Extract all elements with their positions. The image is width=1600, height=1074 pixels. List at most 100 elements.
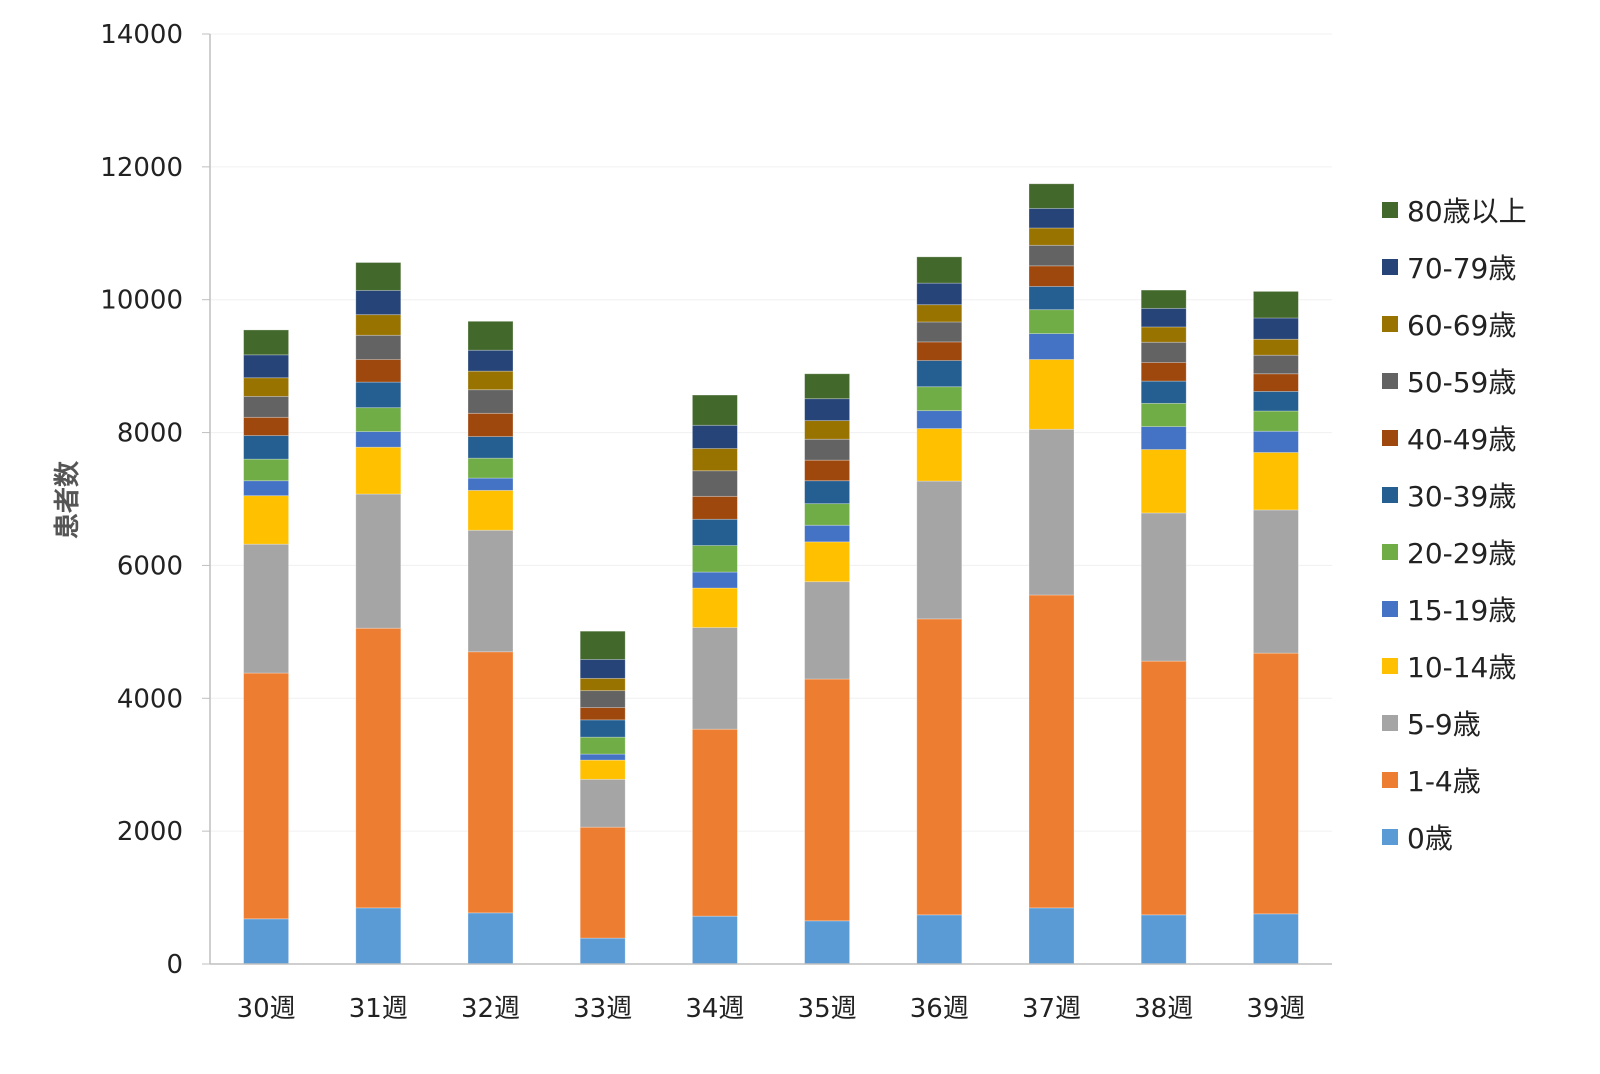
bar-segment-15-19歳 (243, 480, 290, 497)
y-tick-label: 8000 (117, 419, 183, 449)
bar-segment-70-79歳 (467, 349, 514, 372)
bar-segment-50-59歳 (1028, 244, 1075, 267)
bar-segment-80歳以上 (1140, 289, 1187, 309)
bar-segment-20-29歳 (579, 736, 626, 755)
y-tick-label: 10000 (100, 286, 183, 316)
bar-segment-0歳 (243, 918, 290, 965)
bar-segment-60-69歳 (243, 377, 290, 397)
bar-segment-40-49歳 (1253, 373, 1299, 392)
bar-segment-50-59歳 (916, 321, 963, 343)
legend-item: 60-69歳 (1382, 309, 1516, 342)
bar-segment-5-9歳 (1140, 512, 1187, 662)
legend-item: 1-4歳 (1382, 765, 1481, 798)
bar-stack-37週 (1028, 183, 1075, 965)
bar-segment-50-59歳 (243, 395, 290, 418)
bar-segment-15-19歳 (1140, 426, 1187, 450)
bar-segment-20-29歳 (1253, 410, 1299, 432)
bar-segment-60-69歳 (467, 370, 514, 391)
bar-stack-38週 (1140, 289, 1187, 965)
legend-swatch (1382, 259, 1398, 275)
bar-segment-40-49歳 (579, 707, 626, 721)
bar-segment-10-14歳 (579, 759, 626, 780)
bar-segment-10-14歳 (243, 495, 290, 545)
bar-segment-30-39歳 (1028, 286, 1075, 311)
legend-swatch (1382, 772, 1398, 788)
bar-segment-5-9歳 (1253, 509, 1299, 654)
bar-stack-33週 (579, 630, 626, 965)
bar-segment-10-14歳 (1253, 452, 1299, 511)
legend-swatch (1382, 373, 1398, 389)
legend-label: 20-29歳 (1407, 537, 1516, 570)
x-tick-label: 30週 (237, 994, 296, 1024)
bar-segment-1-4歳 (1140, 660, 1187, 916)
bar-segment-80歳以上 (355, 262, 402, 291)
bar-segment-30-39歳 (804, 480, 850, 505)
legend-label: 30-39歳 (1407, 480, 1516, 513)
bar-stack-39週 (1253, 291, 1299, 965)
bar-segment-50-59歳 (692, 470, 738, 497)
legend-label: 0歳 (1407, 822, 1453, 855)
legend-swatch (1382, 658, 1398, 674)
bar-segment-50-59歳 (804, 438, 850, 461)
bar-segment-0歳 (1253, 913, 1299, 965)
y-tick-label: 14000 (100, 20, 183, 50)
bar-segment-60-69歳 (1028, 227, 1075, 246)
bar-segment-1-4歳 (467, 651, 514, 914)
bar-segment-0歳 (355, 907, 402, 965)
legend-item: 50-59歳 (1382, 366, 1516, 399)
bar-segment-15-19歳 (467, 477, 514, 491)
x-tick-label: 38週 (1134, 994, 1193, 1024)
bar-segment-70-79歳 (1140, 307, 1187, 328)
bar-segment-5-9歳 (243, 543, 290, 674)
bar-segment-40-49歳 (804, 459, 850, 482)
bar-segment-30-39歳 (692, 518, 738, 546)
bar-segment-30-39歳 (916, 360, 963, 388)
bar-segment-30-39歳 (243, 435, 290, 460)
bar-segment-70-79歳 (1253, 317, 1299, 340)
bar-segment-40-49歳 (916, 341, 963, 361)
bar-segment-10-14歳 (1140, 449, 1187, 514)
x-tick-label: 35週 (798, 994, 857, 1024)
legend-swatch (1382, 829, 1398, 845)
bar-segment-5-9歳 (692, 627, 738, 730)
legend-label: 50-59歳 (1407, 366, 1516, 399)
bar-segment-70-79歳 (692, 424, 738, 449)
bar-segment-80歳以上 (467, 320, 514, 351)
legend-label: 40-49歳 (1407, 423, 1516, 456)
bar-segment-80歳以上 (692, 394, 738, 426)
bar-segment-30-39歳 (355, 381, 402, 409)
bar-segment-20-29歳 (692, 545, 738, 573)
bar-segment-80歳以上 (916, 256, 963, 284)
bar-segment-1-4歳 (243, 672, 290, 920)
legend-swatch (1382, 544, 1398, 560)
bar-segment-1-4歳 (355, 627, 402, 909)
legend-item: 20-29歳 (1382, 537, 1516, 570)
bar-segment-20-29歳 (804, 503, 850, 526)
bar-segment-5-9歳 (916, 480, 963, 620)
bar-segment-15-19歳 (579, 753, 626, 761)
bar-segment-50-59歳 (1140, 341, 1187, 363)
legend-item: 0歳 (1382, 822, 1453, 855)
bar-segment-20-29歳 (243, 458, 290, 482)
bar-stack-31週 (355, 262, 402, 965)
bar-segment-50-59歳 (355, 334, 402, 360)
bar-segment-0歳 (467, 912, 514, 965)
legend-swatch (1382, 715, 1398, 731)
bar-segment-20-29歳 (467, 457, 514, 479)
legend-label: 10-14歳 (1407, 651, 1516, 684)
bar-segment-15-19歳 (804, 524, 850, 543)
bar-stack-30週 (243, 329, 290, 965)
y-tick-label: 2000 (117, 817, 183, 847)
bar-segment-5-9歳 (804, 581, 850, 680)
bar-segment-20-29歳 (1140, 402, 1187, 427)
bar-segment-80歳以上 (1028, 183, 1075, 209)
bar-segment-5-9歳 (579, 778, 626, 828)
axes (202, 33, 1332, 965)
y-tick-label: 4000 (117, 684, 183, 714)
bar-segment-20-29歳 (1028, 309, 1075, 334)
bar-segment-60-69歳 (692, 448, 738, 472)
y-tick-label: 6000 (117, 551, 183, 581)
bar-segment-0歳 (804, 920, 850, 965)
bar-segment-50-59歳 (579, 690, 626, 708)
